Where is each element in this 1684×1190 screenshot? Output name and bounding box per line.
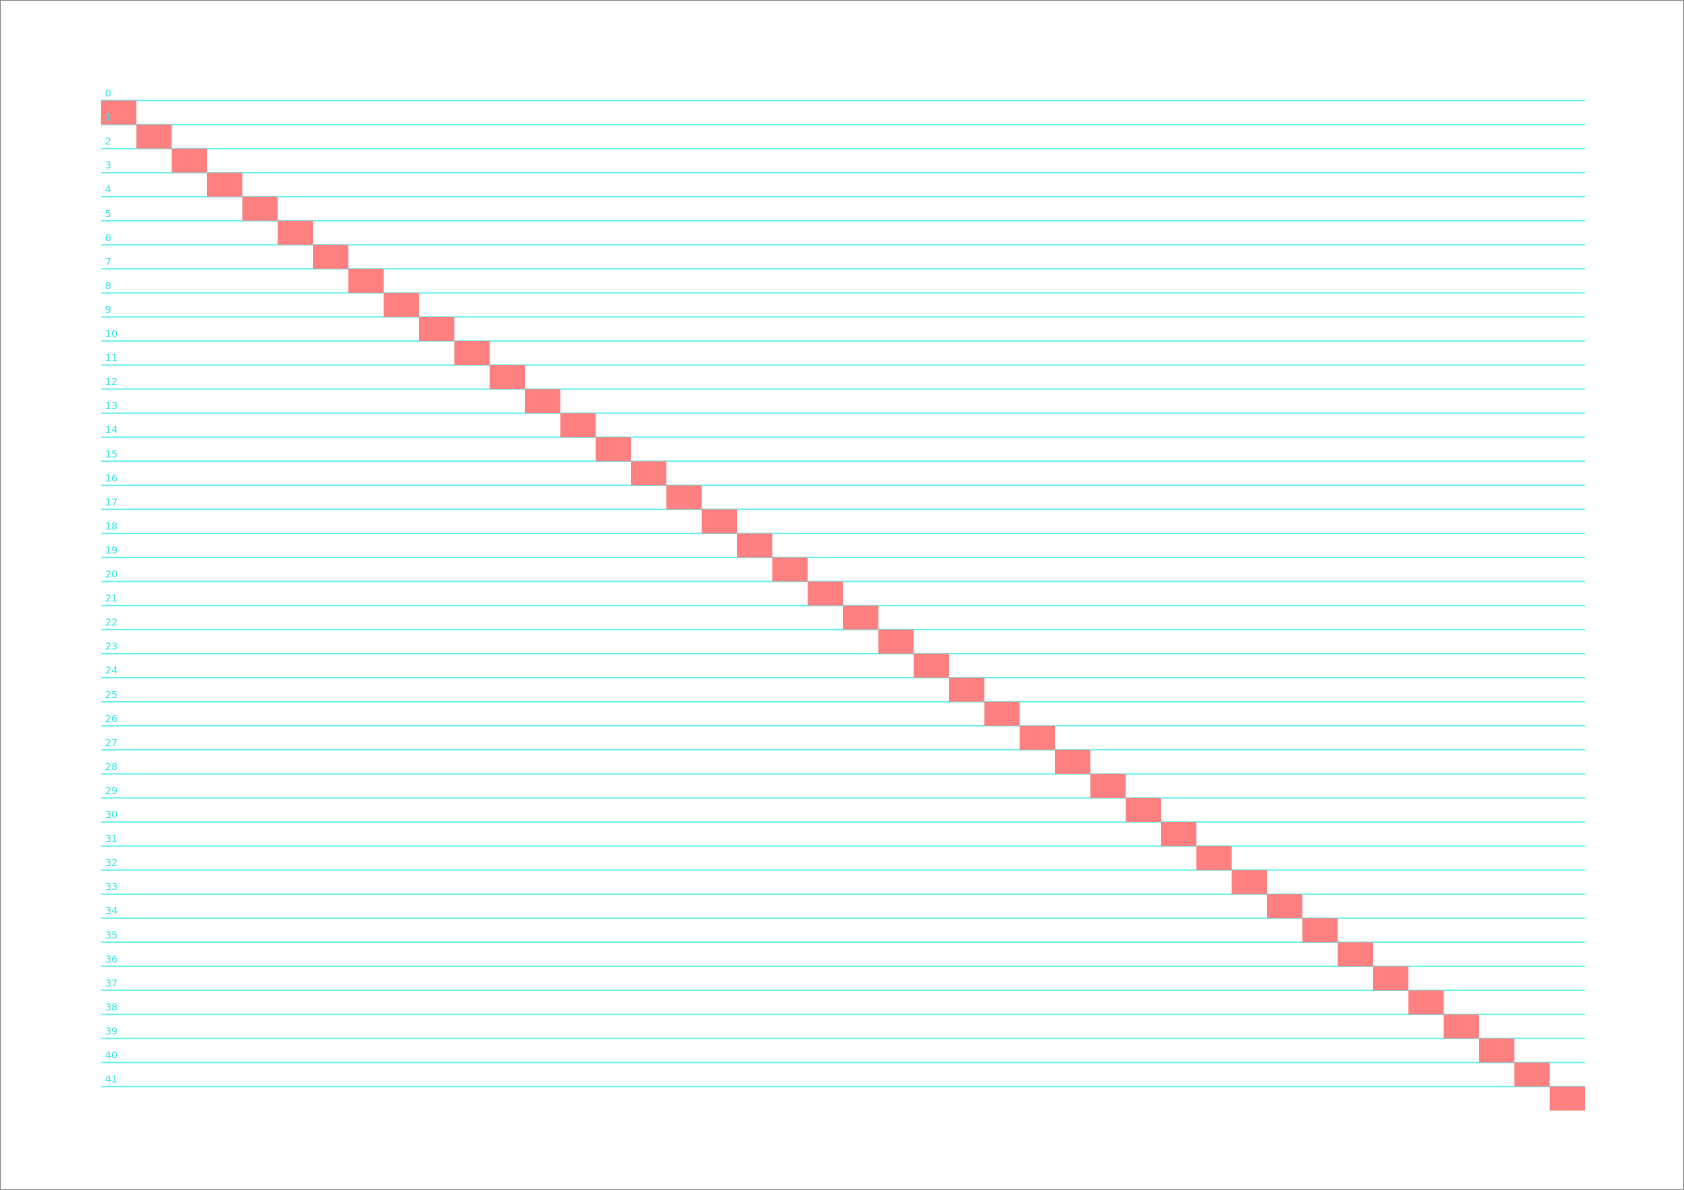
row-label: 16 <box>105 473 118 484</box>
bar-row-8 <box>348 268 384 293</box>
bar-row-4 <box>207 172 243 197</box>
row-label: 27 <box>105 738 118 749</box>
grid-lines <box>101 99 1585 1088</box>
bar-row-34 <box>1267 894 1303 919</box>
bar-row-6 <box>277 220 313 245</box>
bar-row-30 <box>1125 797 1161 822</box>
bar-row-22 <box>843 605 879 630</box>
bar-row-21 <box>807 581 843 606</box>
row-label: 13 <box>105 401 118 412</box>
bars <box>101 100 1585 1111</box>
row-label: 31 <box>105 834 118 845</box>
bar-row-31 <box>1161 822 1197 847</box>
row-label: 21 <box>105 594 118 605</box>
row-label: 7 <box>105 257 111 268</box>
bar-row-38 <box>1408 990 1444 1015</box>
bar-row-18 <box>701 509 737 534</box>
row-label: 11 <box>105 353 118 364</box>
bar-row-32 <box>1196 846 1232 871</box>
row-label: 29 <box>105 786 118 797</box>
row-label: 9 <box>105 305 111 316</box>
row-label: 39 <box>105 1026 118 1037</box>
bar-row-41 <box>1514 1062 1550 1087</box>
bar-row-40 <box>1479 1038 1515 1063</box>
bar-row-5 <box>242 196 278 221</box>
row-label: 18 <box>105 521 118 532</box>
row-label: 1 <box>105 113 111 124</box>
row-label: 17 <box>105 497 118 508</box>
row-label: 25 <box>105 690 118 701</box>
bar-row-33 <box>1231 870 1267 895</box>
row-label: 35 <box>105 930 118 941</box>
bar-row-23 <box>878 629 914 654</box>
row-label: 40 <box>105 1051 118 1062</box>
row-label: 22 <box>105 618 118 629</box>
row-label: 28 <box>105 762 118 773</box>
row-label: 32 <box>105 858 118 869</box>
row-label: 4 <box>105 185 111 196</box>
row-label: 0 <box>105 89 111 100</box>
row-label: 6 <box>105 233 111 244</box>
row-labels: 0123456789101112131415161718192021222324… <box>105 89 118 1086</box>
row-label: 19 <box>105 545 118 556</box>
bar-row-36 <box>1337 942 1373 967</box>
bar-row-20 <box>772 557 808 582</box>
row-label: 41 <box>105 1075 118 1086</box>
row-label: 14 <box>105 425 118 436</box>
row-label: 38 <box>105 1002 118 1013</box>
bar-row-14 <box>560 413 596 438</box>
bar-row-11 <box>454 341 490 366</box>
row-label: 33 <box>105 882 118 893</box>
row-label: 8 <box>105 281 111 292</box>
bar-row-35 <box>1302 918 1338 943</box>
bar-row-24 <box>913 653 949 678</box>
row-label: 23 <box>105 642 118 653</box>
row-label: 34 <box>105 906 118 917</box>
bar-row-26 <box>984 701 1020 726</box>
row-label: 20 <box>105 570 118 581</box>
bar-row-17 <box>666 485 702 510</box>
bar-row-2 <box>136 124 172 149</box>
bar-row-37 <box>1373 966 1409 991</box>
bar-row-1 <box>101 100 137 125</box>
row-label: 3 <box>105 161 111 172</box>
bar-row-29 <box>1090 773 1126 798</box>
bar-row-12 <box>489 365 525 390</box>
row-label: 26 <box>105 714 118 725</box>
row-label: 30 <box>105 810 118 821</box>
bar-row-39 <box>1443 1014 1479 1039</box>
bar-row-15 <box>595 437 631 462</box>
bar-row-25 <box>949 677 985 702</box>
bar-row-7 <box>313 244 349 269</box>
row-label: 24 <box>105 666 118 677</box>
bar-row-27 <box>1019 725 1055 750</box>
row-label: 15 <box>105 449 118 460</box>
row-label: 5 <box>105 209 111 220</box>
row-label: 2 <box>105 137 111 148</box>
row-label: 10 <box>105 329 118 340</box>
bar-row-10 <box>419 316 455 341</box>
row-label: 36 <box>105 954 118 965</box>
row-label: 12 <box>105 377 118 388</box>
row-label: 37 <box>105 978 118 989</box>
bar-row-13 <box>525 389 561 414</box>
bar-row-3 <box>171 148 207 173</box>
bar-row-16 <box>631 461 667 486</box>
bar-row-9 <box>383 292 419 317</box>
bar-row-42 <box>1549 1086 1585 1111</box>
bar-row-28 <box>1055 749 1091 774</box>
bar-row-19 <box>737 533 773 558</box>
